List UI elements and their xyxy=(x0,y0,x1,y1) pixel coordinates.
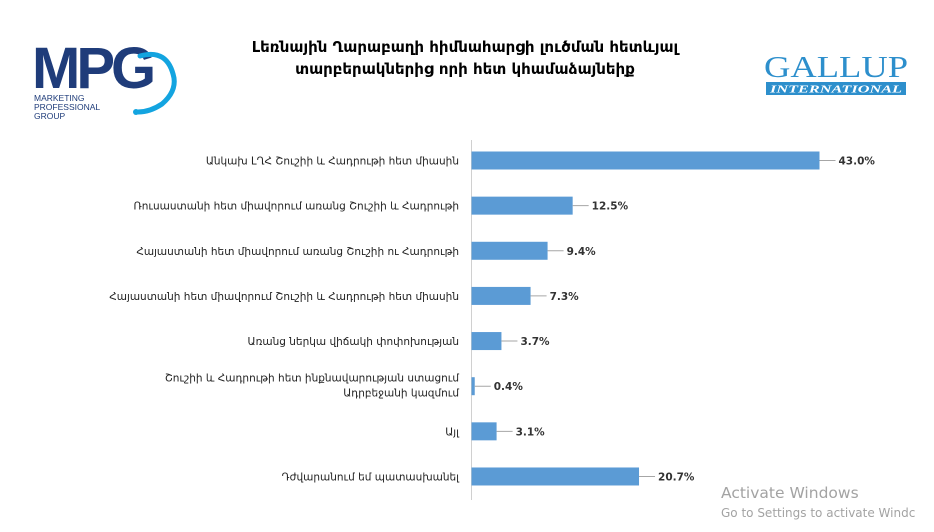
value-label: 3.1% xyxy=(516,426,546,438)
watermark-line-1: Activate Windows xyxy=(721,484,859,502)
category-label: Անկախ ԼՂՀ Շուշիի և Հադրութի հետ միասին xyxy=(206,156,459,168)
activation-watermark: Activate Windows Go to Settings to activ… xyxy=(721,482,915,522)
category-label: Ռուսաստանի հետ միավորում առանց Շուշիի և … xyxy=(133,201,459,213)
category-label: Հայաստանի հետ միավորում առանց Շուշիի ու … xyxy=(136,246,459,258)
bar-group: 43.0% Անկախ ԼՂՀ Շուշիի և Հադրութի հետ միա… xyxy=(206,151,876,170)
category-label: Հայաստանի հետ միավորում Շուշիի և Հադրութ… xyxy=(109,291,459,303)
bar-group: 20.7% Դժվարանում եմ պատասխանել xyxy=(282,467,695,486)
bar xyxy=(471,467,640,486)
value-label: 3.7% xyxy=(520,336,550,348)
gallup-logo-band xyxy=(766,82,906,95)
value-label: 7.3% xyxy=(550,291,580,303)
chart-title-line-1: Լեռնային Ղարաբաղի հիմնահարցի լուծման հետ… xyxy=(251,38,679,56)
value-label: 9.4% xyxy=(567,246,597,258)
category-label: Այլ xyxy=(445,426,460,438)
headset-icon xyxy=(135,51,177,115)
bar-group: 3.1% Այլ xyxy=(445,422,546,441)
gallup-logo-subtext: INTERNATIONAL xyxy=(768,85,902,96)
chart-title-line-2: տարբերակներից որի հետ կհամաձայնեիք xyxy=(295,60,635,78)
bar xyxy=(471,332,502,351)
category-label: Ադրբեջանի կազմում xyxy=(343,388,459,400)
category-label: Դժվարանում եմ պատասխանել xyxy=(282,471,460,483)
mpg-subtitle-3: GROUP xyxy=(34,111,66,121)
value-label: 12.5% xyxy=(592,201,629,213)
mpg-subtitle-1: MARKETING xyxy=(34,93,85,103)
mpg-logo-text: MPG xyxy=(32,36,153,101)
value-label: 0.4% xyxy=(494,381,524,393)
bar xyxy=(471,377,475,396)
bar xyxy=(471,422,497,441)
bar-group: 0.4% Շուշիի և Հադրութի հետ ինքնավարության… xyxy=(165,373,524,400)
watermark-line-2: Go to Settings to activate Windc xyxy=(721,506,916,520)
chart-title: Լեռնային Ղարաբաղի հիմնահարցի լուծման հետ… xyxy=(200,36,730,80)
category-label: Առանց ներկա վիճակի փոփոխության xyxy=(248,336,459,348)
bar xyxy=(471,196,573,215)
bar-group: 9.4% Հայաստանի հետ միավորում առանց Շուշիի… xyxy=(136,241,597,260)
bar xyxy=(471,241,548,260)
value-label: 43.0% xyxy=(839,156,876,168)
mpg-subtitle-2: PROFESSIONAL xyxy=(34,102,100,112)
gallup-logo: GALLUP INTERNATIONAL xyxy=(764,49,908,96)
bar-group: 12.5% Ռուսաստանի հետ միավորում առանց Շուշ… xyxy=(133,196,629,215)
bar xyxy=(471,151,820,170)
value-label: 20.7% xyxy=(658,471,695,483)
bar-group: 3.7% Առանց ներկա վիճակի փոփոխության xyxy=(248,332,550,351)
mpg-logo: MPG MARKETING PROFESSIONAL GROUP xyxy=(32,36,177,121)
category-label: Շուշիի և Հադրութի հետ ինքնավարության ստա… xyxy=(165,373,460,385)
bar-group: 7.3% Հայաստանի հետ միավորում Շուշիի և Հադ… xyxy=(109,286,580,305)
gallup-logo-text: GALLUP xyxy=(764,49,908,84)
bar xyxy=(471,286,531,305)
